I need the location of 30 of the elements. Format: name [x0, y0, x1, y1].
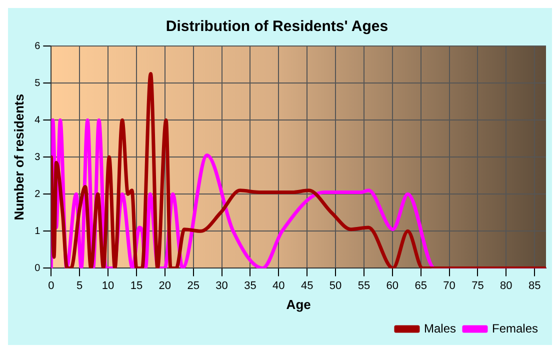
x-tick-label: 80 — [500, 280, 512, 292]
x-tick-label: 15 — [130, 280, 143, 292]
legend-label: Males — [424, 321, 456, 336]
x-tick-label: 45 — [300, 280, 314, 292]
x-tick-label: 35 — [244, 280, 256, 292]
chart-title: Distribution of Residents' Ages — [166, 18, 388, 36]
x-tick-label: 50 — [329, 280, 342, 292]
x-tick-label: 65 — [414, 280, 427, 292]
y-tick-label: 0 — [34, 262, 41, 274]
y-tick-label: 1 — [34, 226, 41, 237]
x-tick-label: 75 — [472, 280, 484, 292]
x-tick-label: 85 — [528, 280, 541, 292]
x-tick-label: 5 — [76, 280, 83, 292]
x-axis-title: Age — [286, 296, 311, 312]
x-tick-label: 25 — [187, 280, 200, 292]
x-tick-label: 40 — [272, 280, 285, 292]
x-tick-label: 55 — [358, 280, 370, 292]
x-tick-label: 30 — [216, 280, 228, 292]
x-tick-label: 60 — [386, 280, 399, 292]
y-tick-label: 3 — [34, 152, 41, 163]
legend-label: Females — [492, 321, 538, 336]
x-tick-label: 70 — [443, 280, 456, 292]
y-tick-label: 6 — [34, 40, 41, 52]
y-axis-title: Number of residents — [11, 94, 26, 220]
y-tick-label: 4 — [34, 114, 41, 126]
x-tick-label: 20 — [158, 280, 172, 292]
x-tick-label: 10 — [102, 280, 114, 292]
y-tick-label: 2 — [34, 188, 41, 200]
y-tick-label: 5 — [34, 78, 41, 89]
x-tick-label: 0 — [48, 280, 54, 292]
